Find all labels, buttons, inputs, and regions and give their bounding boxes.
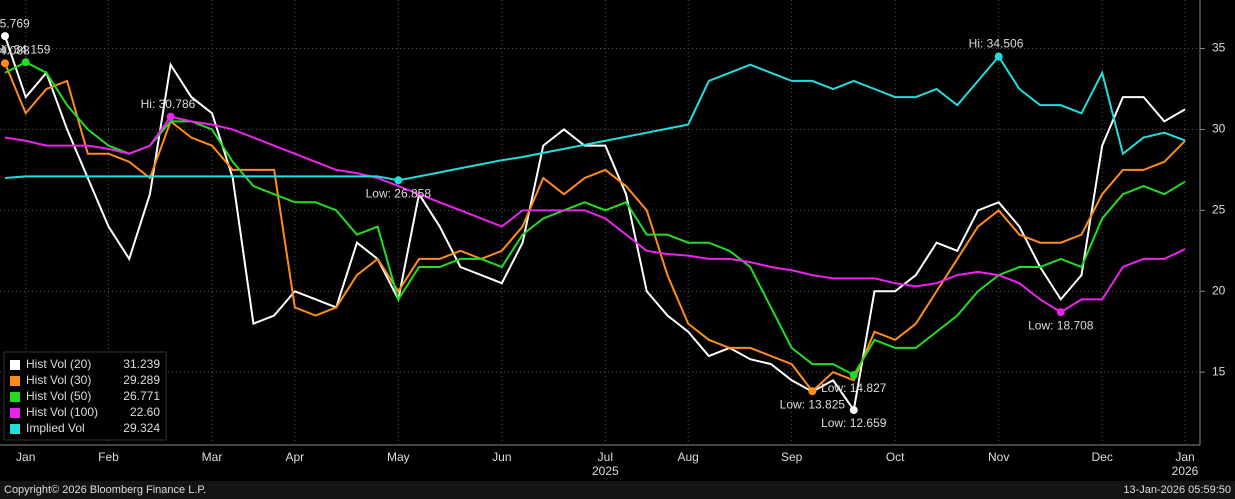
legend-swatch	[10, 424, 20, 434]
series-line	[4, 54, 1186, 182]
x-tick-label: Feb	[98, 450, 119, 464]
low-marker	[808, 387, 817, 396]
hi-label: Hi: 35.769	[0, 16, 30, 30]
y-tick-label: 20	[1212, 283, 1226, 297]
legend-label: Implied Vol	[26, 421, 85, 435]
hi-label: Hi: 34.088	[0, 43, 30, 57]
x-tick-label: Jan	[1175, 450, 1194, 464]
low-label: Low: 13.825	[780, 397, 846, 411]
legend-swatch	[10, 360, 20, 370]
legend-swatch	[10, 408, 20, 418]
x-tick-label: May	[387, 450, 410, 464]
low-label: Low: 12.659	[821, 416, 887, 430]
x-tick-label: Sep	[781, 450, 803, 464]
hi-label: Hi: 34.159	[0, 42, 51, 56]
legend-value: 29.289	[123, 373, 160, 387]
series-line	[4, 35, 1186, 413]
footer-band	[0, 481, 1235, 499]
legend-value: 31.239	[123, 357, 160, 371]
x-tick-label: Apr	[285, 450, 304, 464]
low-label: Low: 14.827	[821, 381, 887, 395]
legend-value: 22.60	[130, 405, 160, 419]
series-line	[4, 62, 1186, 393]
x-tick-label: Mar	[202, 450, 223, 464]
x-group-label: 2025	[592, 464, 619, 478]
low-marker	[849, 370, 858, 379]
y-tick-label: 35	[1212, 41, 1226, 55]
timestamp: 13-Jan-2026 05:59:50	[1123, 484, 1231, 496]
legend-value: 29.324	[123, 421, 160, 435]
y-tick-label: 30	[1212, 122, 1226, 136]
x-group-label: 2026	[1172, 464, 1199, 478]
legend-swatch	[10, 376, 20, 386]
legend-value: 26.771	[123, 389, 160, 403]
y-tick-label: 15	[1212, 364, 1226, 378]
low-label: Low: 26.858	[366, 186, 432, 200]
hi-marker	[1, 32, 9, 41]
copyright: Copyright© 2026 Bloomberg Finance L.P.	[4, 484, 206, 496]
low-marker	[849, 406, 858, 415]
low-marker	[394, 176, 403, 185]
hi-marker	[1, 59, 9, 68]
x-tick-label: Jun	[492, 450, 511, 464]
legend-label: Hist Vol (20)	[26, 357, 91, 371]
hi-marker	[21, 58, 30, 67]
legend-label: Hist Vol (100)	[26, 405, 98, 419]
hi-marker	[166, 112, 175, 121]
low-label: Low: 18.708	[1028, 318, 1094, 332]
hi-label: Hi: 34.506	[969, 37, 1024, 51]
low-marker	[1056, 308, 1065, 317]
legend-label: Hist Vol (30)	[26, 373, 91, 387]
x-tick-label: Oct	[886, 450, 905, 464]
x-tick-label: Nov	[988, 450, 1009, 464]
series-line	[4, 61, 1186, 377]
x-tick-label: Jan	[16, 450, 35, 464]
y-tick-label: 25	[1212, 203, 1226, 217]
legend-box	[3, 351, 167, 441]
x-tick-label: Jul	[598, 450, 613, 464]
hi-marker	[994, 52, 1003, 61]
hi-label: Hi: 30.786	[141, 97, 196, 111]
series-line	[4, 115, 1186, 314]
legend-swatch	[10, 392, 20, 402]
legend-label: Hist Vol (50)	[26, 389, 91, 403]
x-tick-label: Dec	[1092, 450, 1113, 464]
x-tick-label: Aug	[677, 450, 698, 464]
